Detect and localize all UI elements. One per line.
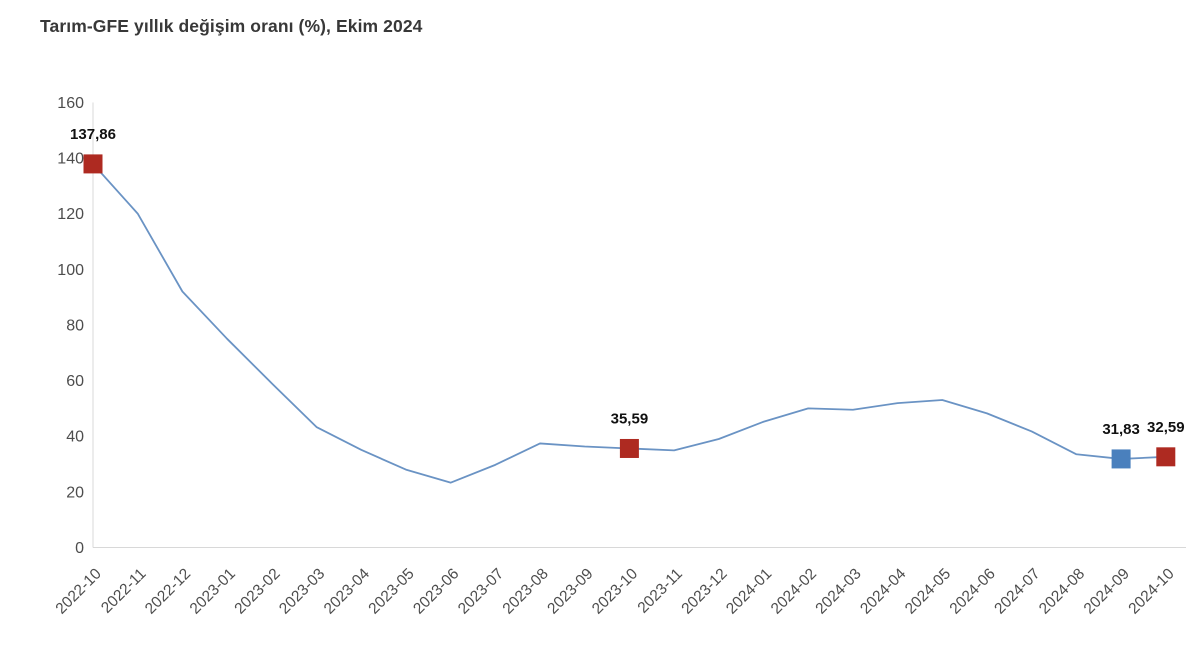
- x-tick-label: 2023-09: [544, 565, 596, 617]
- series-line: [92, 163, 1167, 484]
- x-tick-label: 2023-12: [678, 565, 730, 617]
- x-tick-label: 2022-11: [98, 565, 149, 616]
- x-tick-label: 2022-12: [142, 565, 194, 617]
- data-label: 137,86: [70, 126, 116, 143]
- highlight-marker: [1156, 447, 1176, 467]
- y-tick-label: 20: [66, 484, 84, 501]
- x-tick-label: 2023-10: [589, 565, 642, 618]
- data-label: 35,59: [611, 410, 649, 427]
- y-tick-label: 0: [75, 540, 84, 557]
- chart-title: Tarım-GFE yıllık değişim oranı (%), Ekim…: [40, 16, 423, 36]
- x-tick-label: 2024-03: [812, 565, 864, 617]
- x-tick-label: 2024-08: [1036, 565, 1088, 617]
- x-tick-label: 2023-08: [500, 565, 552, 617]
- x-tick-label: 2024-09: [1081, 565, 1133, 617]
- y-tick-label: 120: [57, 206, 84, 223]
- data-label: 31,83: [1102, 421, 1140, 438]
- x-tick-label: 2023-02: [231, 565, 283, 617]
- y-tick-label: 160: [57, 95, 84, 112]
- y-tick-label: 40: [66, 429, 84, 446]
- x-tick-label: 2023-04: [321, 565, 374, 618]
- x-tick-label: 2023-03: [276, 565, 328, 617]
- x-tick-label: 2023-07: [455, 565, 507, 617]
- x-tick-label: 2023-01: [187, 565, 239, 617]
- y-tick-label: 100: [57, 262, 84, 279]
- data-label: 32,59: [1147, 419, 1185, 436]
- x-tick-label: 2022-10: [53, 565, 106, 618]
- x-tick-label: 2023-05: [365, 565, 417, 617]
- x-tick-label: 2023-06: [410, 565, 462, 617]
- x-tick-label: 2024-02: [768, 565, 820, 617]
- x-tick-label: 2023-11: [634, 565, 685, 616]
- x-tick-label: 2024-01: [723, 565, 775, 617]
- y-tick-label: 60: [66, 373, 84, 390]
- y-tick-label: 80: [66, 317, 84, 334]
- highlight-marker: [83, 154, 103, 174]
- x-tick-label: 2024-04: [857, 565, 910, 618]
- highlight-marker: [619, 438, 639, 458]
- x-tick-label: 2024-10: [1125, 565, 1178, 618]
- x-tick-label: 2024-05: [902, 565, 954, 617]
- x-tick-label: 2024-07: [991, 565, 1043, 617]
- x-tick-label: 2024-06: [947, 565, 999, 617]
- highlight-marker: [1111, 449, 1131, 469]
- y-tick-label: 140: [57, 150, 84, 167]
